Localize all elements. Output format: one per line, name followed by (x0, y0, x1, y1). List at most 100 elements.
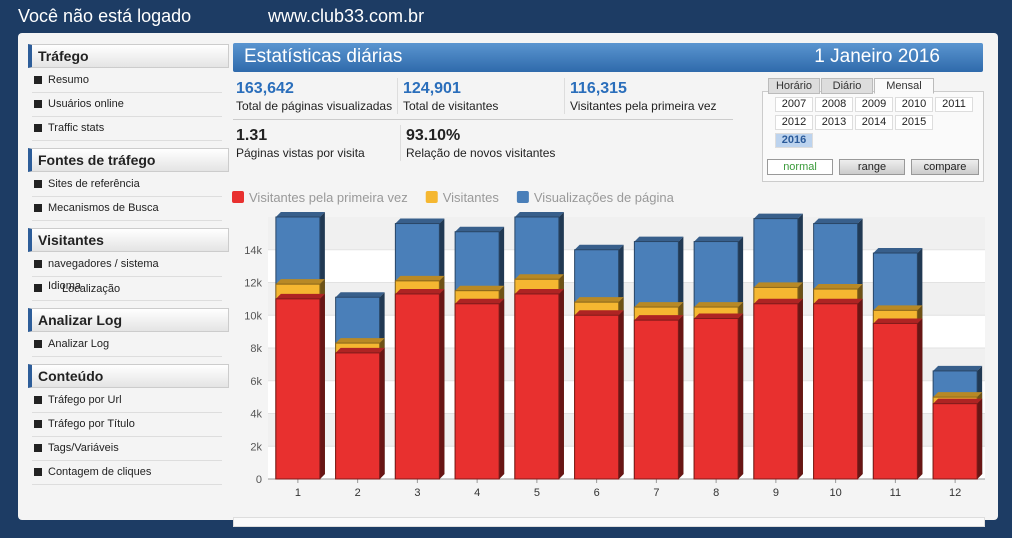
bar-side (797, 298, 803, 479)
nav-label: Traffic stats (48, 122, 105, 134)
stat-value: 93.10% (406, 127, 461, 144)
bar-top (574, 244, 624, 250)
nav-label: Tags/Variáveis (48, 442, 119, 454)
tab[interactable]: Horário (768, 78, 820, 94)
tab[interactable]: Diário (821, 78, 873, 94)
bar-side (558, 288, 564, 479)
year-button[interactable]: 2007 (775, 97, 813, 112)
icon (34, 124, 42, 133)
icon (34, 340, 42, 349)
year-button[interactable]: 2013 (815, 115, 853, 130)
site-name[interactable]: www.club33.com.br (268, 6, 425, 26)
y-tick-label: 4k (250, 409, 262, 421)
bar-top (933, 392, 983, 398)
bar (932, 403, 978, 480)
bar-side (977, 398, 983, 479)
year-button[interactable]: 2008 (815, 97, 853, 112)
bar (872, 322, 918, 480)
nav-item[interactable]: navegadores / sistema (32, 253, 222, 277)
stat-label: Total de páginas visualizadas (236, 99, 393, 113)
bar (813, 303, 859, 480)
bar-top (933, 365, 983, 371)
divider (564, 78, 565, 114)
nav-label: Tráfego por Título (48, 418, 135, 430)
y-tick-label: 12k (244, 278, 262, 290)
section-header: Fontes de tráfego (28, 148, 229, 172)
tab[interactable]: Mensal (874, 78, 934, 94)
year-button[interactable]: 2012 (775, 115, 813, 130)
nav-item[interactable]: Tráfego por Título (32, 413, 222, 437)
bar-top (335, 347, 385, 353)
year-button[interactable]: 2009 (855, 97, 893, 112)
nav-label: Usuários online (48, 98, 124, 110)
bar-top (694, 313, 744, 319)
nav-item[interactable]: Idioma Localização (32, 277, 222, 301)
bar-top (813, 284, 863, 290)
x-tick-label: 8 (713, 487, 719, 499)
x-tick-label: 9 (773, 487, 779, 499)
nav-item[interactable]: Mecanismos de Busca (32, 197, 222, 221)
nav-label: Analizar Log (48, 338, 110, 350)
panel-title: Estatísticas diárias (244, 46, 403, 67)
legend-swatch (425, 191, 438, 203)
icon (34, 420, 42, 429)
bar-top (694, 302, 744, 308)
bar-side (738, 313, 744, 479)
stat-label: Páginas vistas por visita (236, 146, 365, 160)
bar-top (455, 285, 505, 291)
nav-item[interactable]: Traffic stats (32, 117, 222, 141)
bar-top (275, 293, 325, 299)
nav-label: navegadores / sistema (48, 258, 159, 270)
nav-label: Localização (62, 283, 121, 295)
nav-label: Idioma (48, 280, 82, 292)
year-button[interactable]: 2011 (935, 97, 973, 112)
bar-top (335, 338, 385, 344)
nav-item[interactable]: Analizar Log (32, 333, 222, 357)
nav-item[interactable]: Resumo (32, 69, 222, 93)
year-button[interactable]: 2010 (895, 97, 933, 112)
mode-button[interactable]: compare (911, 159, 979, 175)
bar (574, 314, 620, 480)
nav-item[interactable]: Contagem de cliques (32, 461, 222, 485)
y-tick-label: 2k (250, 441, 262, 453)
panel-header (233, 43, 983, 72)
year-button[interactable]: 2016 (775, 133, 813, 148)
nav-item[interactable]: Tags/Variáveis (32, 437, 222, 461)
legend-label: Visitantes (443, 190, 500, 205)
year-button[interactable]: 2014 (855, 115, 893, 130)
bar-side (379, 347, 385, 479)
bar-top (753, 213, 803, 219)
bar-side (319, 293, 325, 479)
bar-top (514, 274, 564, 280)
x-tick-label: 11 (890, 487, 901, 499)
x-tick-label: 6 (594, 487, 600, 499)
legend-swatch (516, 191, 529, 203)
bar-top (574, 310, 624, 316)
stat-value: 1.31 (236, 127, 268, 144)
bar-side (618, 310, 624, 479)
bar-side (917, 318, 923, 479)
mode-button[interactable]: normal (767, 159, 833, 175)
bar-top (813, 298, 863, 304)
icon (34, 204, 42, 213)
bar-top (873, 305, 923, 311)
nav-label: Contagem de cliques (48, 466, 152, 478)
mode-button[interactable]: range (839, 159, 905, 175)
bar-top (395, 218, 445, 224)
bar (454, 303, 500, 480)
bar-top (694, 236, 744, 242)
x-tick-label: 12 (949, 487, 961, 499)
section-header: Tráfego (28, 44, 229, 68)
bar-top (455, 226, 505, 232)
bar-top (514, 212, 564, 217)
bar (275, 298, 321, 480)
bar (335, 352, 381, 480)
nav-item[interactable]: Sites de referência (32, 173, 222, 197)
year-button[interactable]: 2015 (895, 115, 933, 130)
bar-top (275, 212, 325, 217)
icon (34, 260, 42, 269)
bar-top (455, 298, 505, 304)
icon (34, 76, 42, 85)
nav-item[interactable]: Usuários online (32, 93, 222, 117)
nav-item[interactable]: Tráfego por Url (32, 389, 222, 413)
